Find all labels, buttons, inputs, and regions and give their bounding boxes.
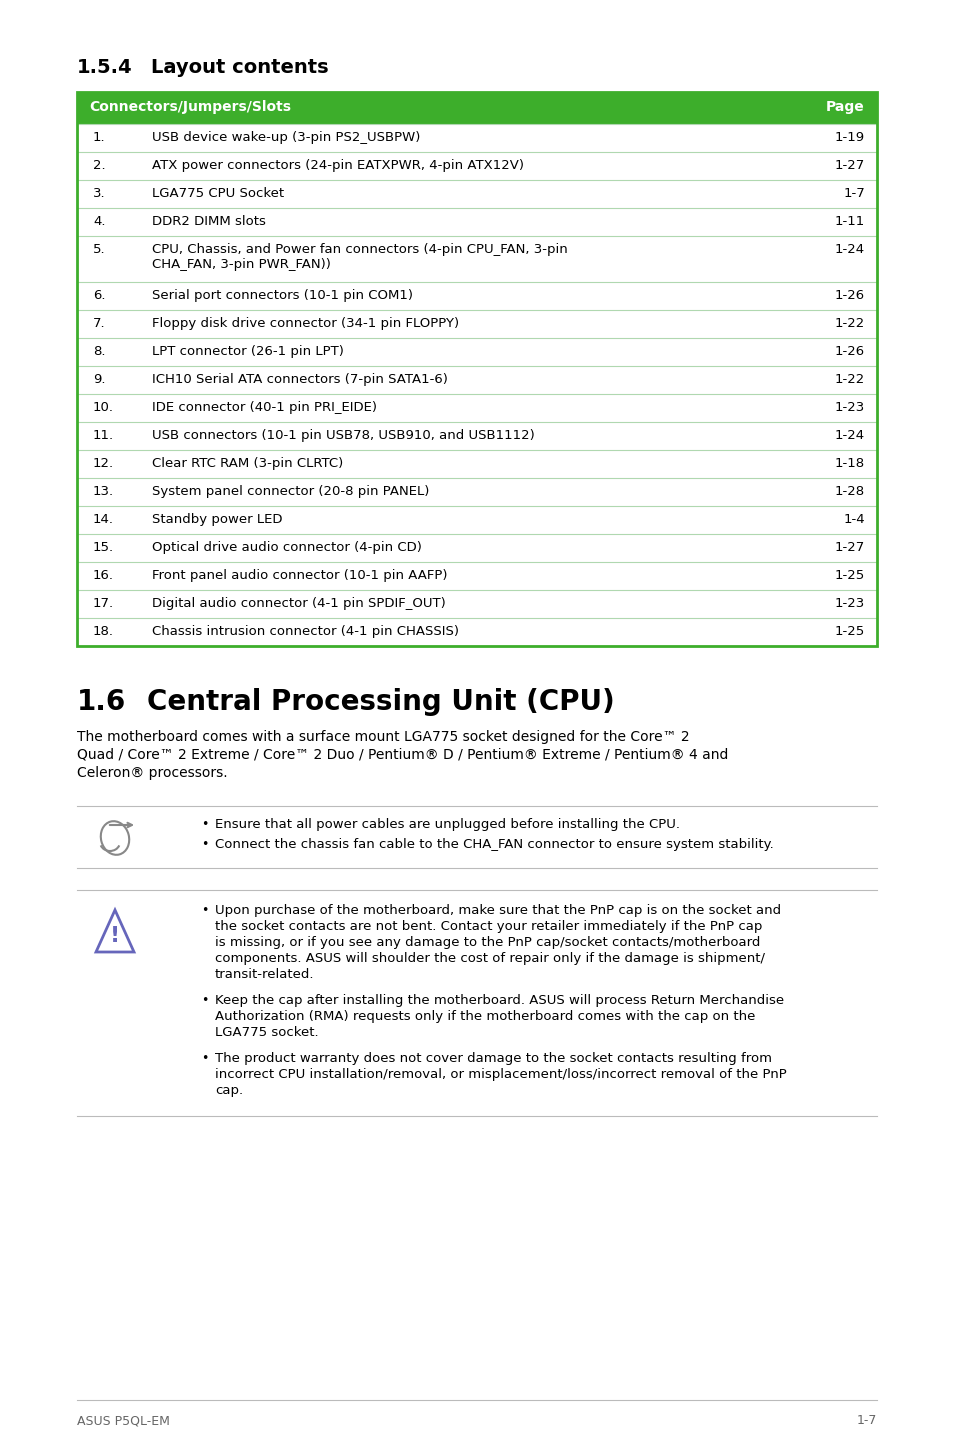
Text: Clear RTC RAM (3-pin CLRTC): Clear RTC RAM (3-pin CLRTC) [152,457,343,470]
Text: 1-22: 1-22 [834,372,864,385]
Bar [77,92,876,646]
Text: 1-23: 1-23 [834,401,864,414]
Text: Front panel audio connector (10-1 pin AAFP): Front panel audio connector (10-1 pin AA… [152,569,447,582]
Text: ATX power connectors (24-pin EATXPWR, 4-pin ATX12V): ATX power connectors (24-pin EATXPWR, 4-… [152,160,523,173]
Text: 11.: 11. [92,429,114,441]
Text: 16.: 16. [92,569,113,582]
Text: •: • [201,818,208,831]
Text: Floppy disk drive connector (34-1 pin FLOPPY): Floppy disk drive connector (34-1 pin FL… [152,316,458,329]
Text: Layout contents: Layout contents [151,58,328,78]
Text: transit-related.: transit-related. [214,968,314,981]
Text: 1-11: 1-11 [834,216,864,229]
Text: 1-23: 1-23 [834,597,864,610]
Text: 1-4: 1-4 [842,513,864,526]
Text: 17.: 17. [92,597,114,610]
Text: 1-7: 1-7 [842,187,864,200]
Text: 1-24: 1-24 [834,429,864,441]
Text: Connect the chassis fan cable to the CHA_FAN connector to ensure system stabilit: Connect the chassis fan cable to the CHA… [214,838,773,851]
Text: 1-25: 1-25 [834,569,864,582]
Text: Optical drive audio connector (4-pin CD): Optical drive audio connector (4-pin CD) [152,541,421,554]
Text: Digital audio connector (4-1 pin SPDIF_OUT): Digital audio connector (4-1 pin SPDIF_O… [152,597,445,610]
Text: Serial port connectors (10-1 pin COM1): Serial port connectors (10-1 pin COM1) [152,289,413,302]
Text: incorrect CPU installation/removal, or misplacement/loss/incorrect removal of th: incorrect CPU installation/removal, or m… [214,1068,786,1081]
Text: 1-27: 1-27 [834,541,864,554]
Text: is missing, or if you see any damage to the PnP cap/socket contacts/motherboard: is missing, or if you see any damage to … [214,936,760,949]
Text: 1.: 1. [92,131,106,144]
Bar [77,92,876,124]
Text: 1-24: 1-24 [834,243,864,256]
Text: 1-18: 1-18 [834,457,864,470]
Text: 1-25: 1-25 [834,626,864,638]
Text: The motherboard comes with a surface mount LGA775 socket designed for the Core™ : The motherboard comes with a surface mou… [77,731,689,743]
Text: 1.6: 1.6 [77,687,126,716]
Text: Page: Page [825,101,864,114]
Text: components. ASUS will shoulder the cost of repair only if the damage is shipment: components. ASUS will shoulder the cost … [214,952,764,965]
Polygon shape [96,910,133,952]
Text: USB device wake-up (3-pin PS2_USBPW): USB device wake-up (3-pin PS2_USBPW) [152,131,420,144]
Text: 5.: 5. [92,243,106,256]
Text: Upon purchase of the motherboard, make sure that the PnP cap is on the socket an: Upon purchase of the motherboard, make s… [214,905,781,917]
Text: 1-27: 1-27 [834,160,864,173]
Text: The product warranty does not cover damage to the socket contacts resulting from: The product warranty does not cover dama… [214,1053,771,1066]
FancyArrowPatch shape [110,823,132,827]
Text: 10.: 10. [92,401,113,414]
Text: 8.: 8. [92,345,106,358]
Text: ICH10 Serial ATA connectors (7-pin SATA1-6): ICH10 Serial ATA connectors (7-pin SATA1… [152,372,447,385]
Text: Celeron® processors.: Celeron® processors. [77,766,228,779]
Text: •: • [201,1053,208,1066]
Text: 14.: 14. [92,513,113,526]
Text: LGA775 CPU Socket: LGA775 CPU Socket [152,187,284,200]
Text: 2.: 2. [92,160,106,173]
Text: IDE connector (40-1 pin PRI_EIDE): IDE connector (40-1 pin PRI_EIDE) [152,401,376,414]
Text: 7.: 7. [92,316,106,329]
Text: 1-28: 1-28 [834,485,864,498]
Text: Ensure that all power cables are unplugged before installing the CPU.: Ensure that all power cables are unplugg… [214,818,679,831]
Text: ASUS P5QL-EM: ASUS P5QL-EM [77,1414,170,1426]
Text: Standby power LED: Standby power LED [152,513,282,526]
Text: 1-22: 1-22 [834,316,864,329]
Text: 6.: 6. [92,289,106,302]
Text: CPU, Chassis, and Power fan connectors (4-pin CPU_FAN, 3-pin
CHA_FAN, 3-pin PWR_: CPU, Chassis, and Power fan connectors (… [152,243,567,270]
Text: 12.: 12. [92,457,114,470]
Text: 1-26: 1-26 [834,345,864,358]
Text: Chassis intrusion connector (4-1 pin CHASSIS): Chassis intrusion connector (4-1 pin CHA… [152,626,458,638]
Text: 1-26: 1-26 [834,289,864,302]
Text: !: ! [110,926,120,946]
Text: Connectors/Jumpers/Slots: Connectors/Jumpers/Slots [89,101,291,114]
Text: 13.: 13. [92,485,114,498]
Text: 1-7: 1-7 [856,1414,876,1426]
Text: •: • [201,838,208,851]
Text: USB connectors (10-1 pin USB78, USB910, and USB1112): USB connectors (10-1 pin USB78, USB910, … [152,429,535,441]
Text: 1-19: 1-19 [834,131,864,144]
Text: DDR2 DIMM slots: DDR2 DIMM slots [152,216,266,229]
Text: Quad / Core™ 2 Extreme / Core™ 2 Duo / Pentium® D / Pentium® Extreme / Pentium® : Quad / Core™ 2 Extreme / Core™ 2 Duo / P… [77,748,727,762]
Text: •: • [201,905,208,917]
Text: 1.5.4: 1.5.4 [77,58,132,78]
Text: Central Processing Unit (CPU): Central Processing Unit (CPU) [147,687,614,716]
Ellipse shape [101,821,129,854]
Text: LPT connector (26-1 pin LPT): LPT connector (26-1 pin LPT) [152,345,343,358]
Text: Keep the cap after installing the motherboard. ASUS will process Return Merchand: Keep the cap after installing the mother… [214,994,783,1007]
Text: 4.: 4. [92,216,106,229]
Text: the socket contacts are not bent. Contact your retailer immediately if the PnP c: the socket contacts are not bent. Contac… [214,920,761,933]
Text: •: • [201,994,208,1007]
Text: 18.: 18. [92,626,113,638]
Text: LGA775 socket.: LGA775 socket. [214,1025,318,1040]
Text: 3.: 3. [92,187,106,200]
Text: cap.: cap. [214,1084,243,1097]
Text: System panel connector (20-8 pin PANEL): System panel connector (20-8 pin PANEL) [152,485,429,498]
Text: 9.: 9. [92,372,106,385]
Text: Authorization (RMA) requests only if the motherboard comes with the cap on the: Authorization (RMA) requests only if the… [214,1009,755,1022]
Text: 15.: 15. [92,541,114,554]
